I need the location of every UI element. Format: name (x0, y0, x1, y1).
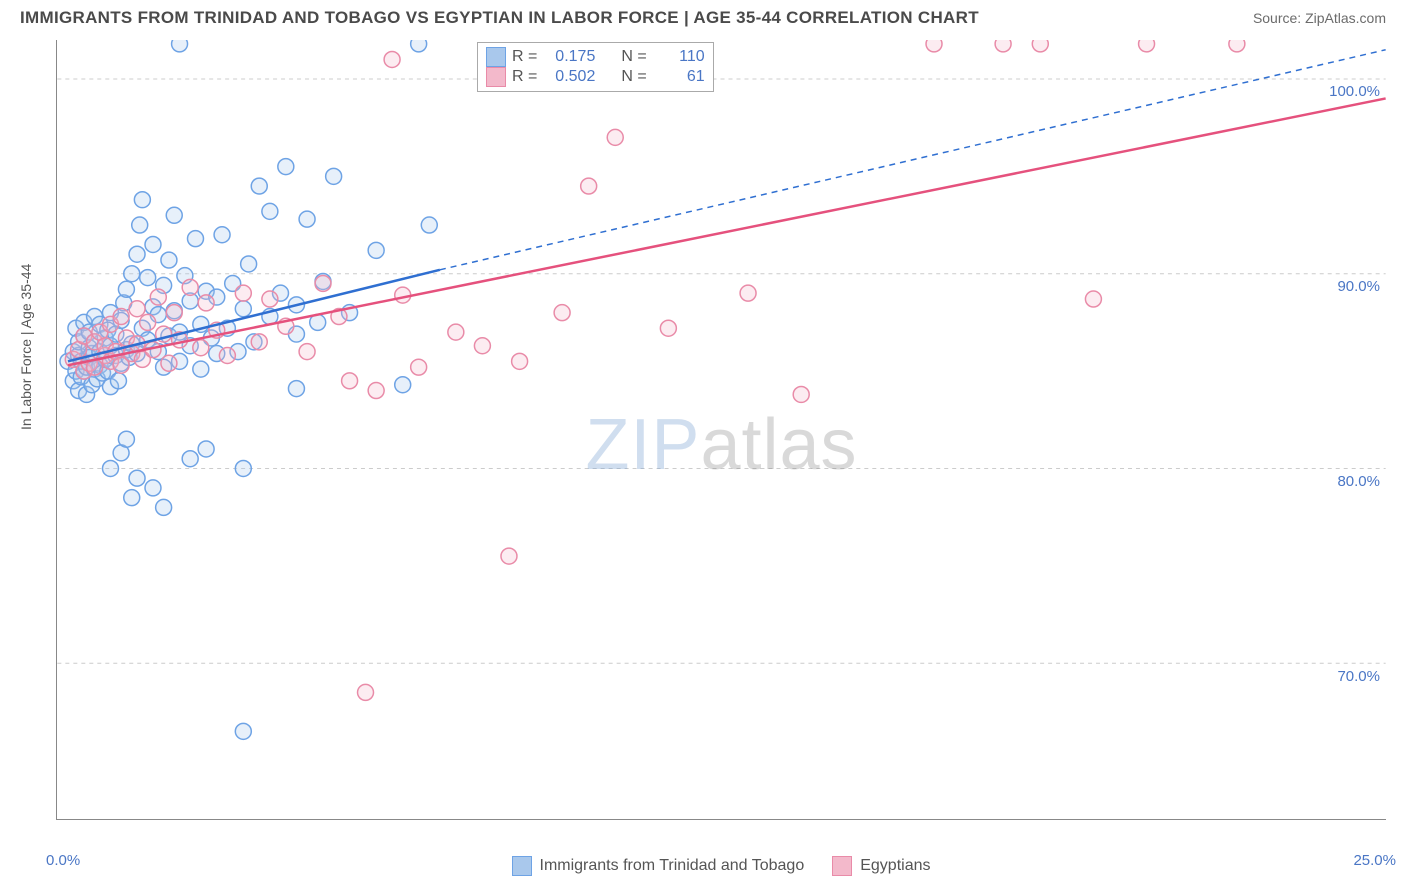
source-label: Source: ZipAtlas.com (1253, 10, 1386, 26)
x-axis-row: 0.0% 25.0% Immigrants from Trinidad and … (56, 852, 1386, 876)
legend-item-2: Egyptians (832, 856, 930, 876)
n-value-1: 110 (653, 48, 705, 66)
legend-swatch-bottom-2 (832, 856, 852, 876)
legend-item-1: Immigrants from Trinidad and Tobago (512, 856, 805, 876)
legend-row-series-2: R = 0.502 N = 61 (486, 67, 705, 87)
n-label: N = (621, 68, 646, 86)
y-tick-label: 70.0% (1337, 668, 1380, 685)
y-axis-label: In Labor Force | Age 35-44 (18, 264, 34, 430)
r-value-1: 0.175 (543, 48, 595, 66)
series-legend: Immigrants from Trinidad and Tobago Egyp… (56, 856, 1386, 876)
legend-label-1: Immigrants from Trinidad and Tobago (540, 857, 805, 875)
legend-swatch-bottom-1 (512, 856, 532, 876)
legend-row-series-1: R = 0.175 N = 110 (486, 47, 705, 67)
r-value-2: 0.502 (543, 68, 595, 86)
n-label: N = (621, 48, 646, 66)
legend-swatch-1 (486, 47, 506, 67)
chart-title: IMMIGRANTS FROM TRINIDAD AND TOBAGO VS E… (20, 8, 979, 28)
n-value-2: 61 (653, 68, 705, 86)
scatter-plot (57, 40, 1386, 819)
y-tick-label: 90.0% (1337, 278, 1380, 295)
y-tick-label: 100.0% (1329, 83, 1380, 100)
correlation-legend: R = 0.175 N = 110 R = 0.502 N = 61 (477, 42, 714, 92)
r-label: R = (512, 68, 537, 86)
legend-label-2: Egyptians (860, 857, 930, 875)
r-label: R = (512, 48, 537, 66)
y-tick-label: 80.0% (1337, 473, 1380, 490)
chart-area: R = 0.175 N = 110 R = 0.502 N = 61 ZIPat… (56, 40, 1386, 820)
legend-swatch-2 (486, 67, 506, 87)
